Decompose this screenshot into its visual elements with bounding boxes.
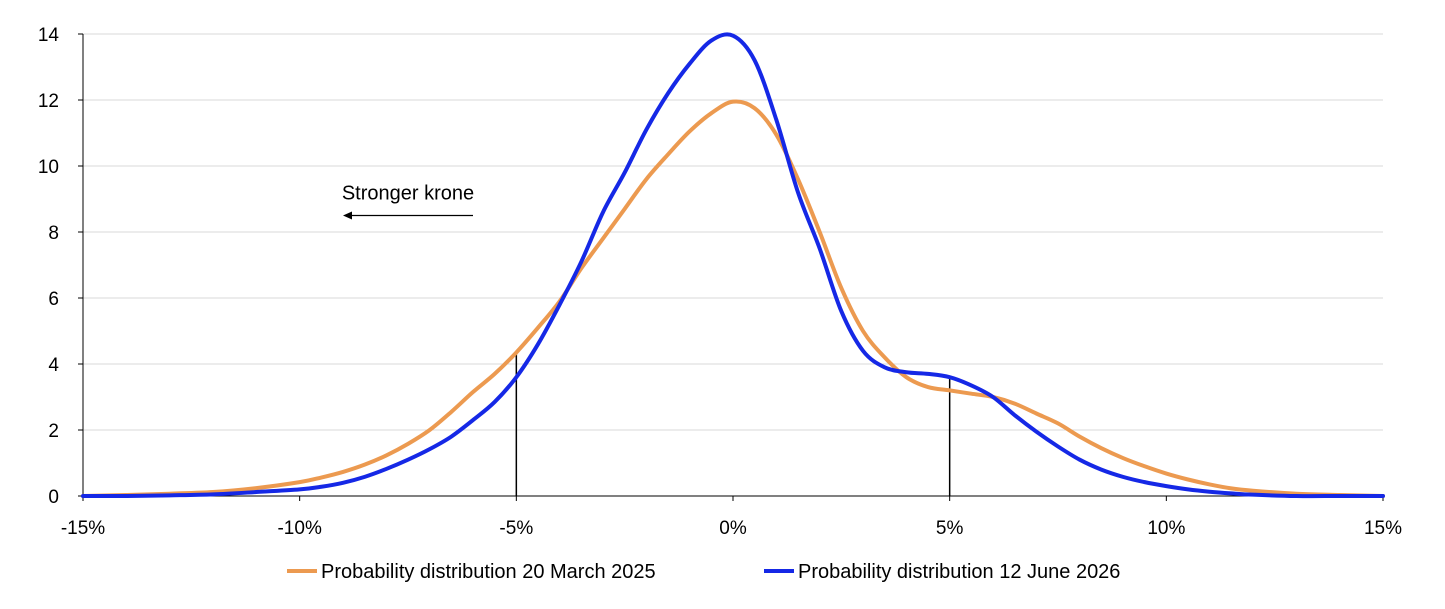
series-line-0	[81, 99, 1385, 498]
x-axis-ticks: -15% -10% -5% 0% 5% 10% 15%	[61, 496, 1402, 539]
y-tick-label: 10	[38, 157, 59, 178]
y-tick-label: 8	[48, 223, 59, 244]
y-tick-label: 12	[38, 91, 59, 112]
x-tick-label: -5%	[499, 518, 533, 539]
annotation-stronger-krone: Stronger krone	[342, 182, 474, 204]
legend-label-june-2026: Probability distribution 12 June 2026	[798, 561, 1120, 583]
annotation-arrowhead	[343, 211, 352, 220]
series-line-1	[81, 32, 1385, 499]
annotation: Stronger krone	[342, 182, 474, 220]
series-lines	[81, 32, 1385, 499]
x-tick-label: 10%	[1147, 518, 1185, 539]
y-tick-label: 0	[48, 487, 59, 508]
legend-label-march-2025: Probability distribution 20 March 2025	[321, 561, 656, 583]
y-tick-label: 14	[38, 25, 60, 46]
x-tick-label: 15%	[1364, 518, 1402, 539]
y-tick-label: 4	[48, 355, 59, 376]
y-axis-ticks: 0 2 4 6 8 10 12 14	[38, 25, 83, 508]
x-tick-label: -15%	[61, 518, 105, 539]
x-tick-label: 5%	[936, 518, 964, 539]
reference-lines	[515, 354, 951, 496]
y-tick-label: 6	[48, 289, 59, 310]
y-tick-label: 2	[48, 421, 59, 442]
gridlines	[83, 33, 1383, 431]
x-tick-label: 0%	[719, 518, 747, 539]
legend: Probability distribution 20 March 2025 P…	[287, 561, 1120, 583]
x-tick-label: -10%	[277, 518, 321, 539]
